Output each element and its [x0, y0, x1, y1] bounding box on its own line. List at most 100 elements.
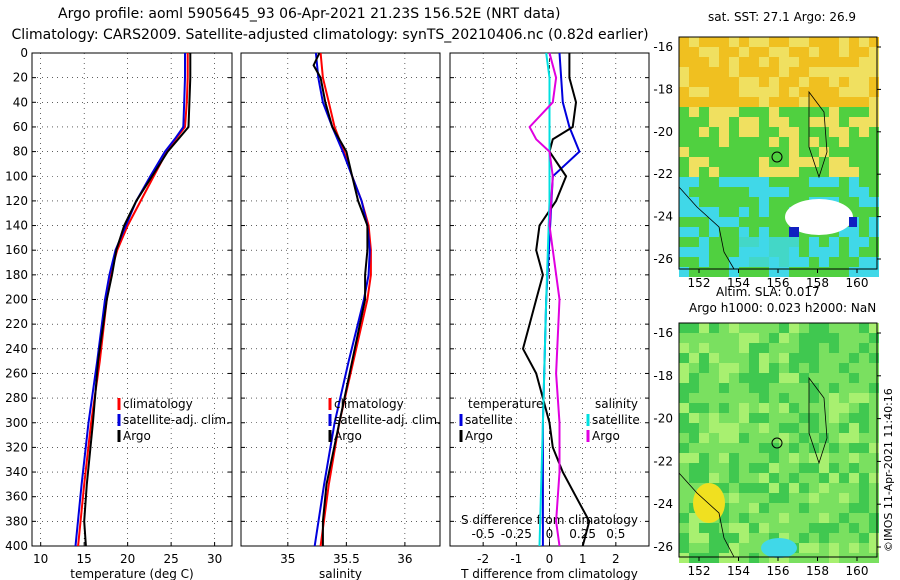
- sla-map: [678, 322, 881, 563]
- sst-map-cell: [859, 47, 869, 57]
- sst-map-cell: [729, 167, 739, 177]
- sla-map-cell: [789, 513, 799, 523]
- sla-map-cell: [699, 433, 709, 443]
- sla-map-cell: [809, 323, 819, 333]
- sla-map-cell: [809, 363, 819, 373]
- sst-map-cell: [749, 97, 759, 107]
- sst-map-cell: [779, 87, 789, 97]
- sst-map-cell: [799, 247, 809, 257]
- depth-tick-label: 380: [5, 514, 28, 528]
- sla-map-cell: [769, 423, 779, 433]
- sst-map-cell: [869, 47, 879, 57]
- sla-map-cell: [799, 543, 809, 553]
- sla-lat-tick-label: -18: [653, 369, 673, 383]
- temperature-x-tick-label: 25: [163, 552, 178, 566]
- sla-map-cell: [749, 513, 759, 523]
- sst-lon-tick-label: 160: [846, 276, 869, 290]
- sst-map-cell: [739, 187, 749, 197]
- sla-map-cell: [749, 413, 759, 423]
- sla-map-cell: [759, 363, 769, 373]
- sla-map-cell: [779, 323, 789, 333]
- sla-map-cell: [759, 503, 769, 513]
- sst-map-cell: [729, 187, 739, 197]
- sla-map-cell: [729, 383, 739, 393]
- sla-map-cell: [739, 403, 749, 413]
- sla-map-cell: [839, 343, 849, 353]
- salinity-series-argo: [312, 52, 369, 546]
- sst-map-cell: [769, 227, 779, 237]
- temperature-legend-label: satellite-adj. clim.: [123, 413, 230, 427]
- sst-map-cell: [719, 107, 729, 117]
- sla-map-cell: [839, 513, 849, 523]
- sst-map-cell: [869, 117, 879, 127]
- sst-map-cell: [679, 147, 689, 157]
- sst-map-cell: [859, 87, 869, 97]
- sst-map-cell: [869, 257, 879, 267]
- sla-map-cell: [799, 363, 809, 373]
- sla-map-cell: [719, 323, 729, 333]
- sla-map-cell: [809, 353, 819, 363]
- sst-map-cell: [709, 57, 719, 67]
- sla-map-cell: [849, 333, 859, 343]
- sst-map-cell: [679, 157, 689, 167]
- sla-map-cell: [739, 423, 749, 433]
- sla-map-cell: [839, 463, 849, 473]
- sla-map-cell: [809, 403, 819, 413]
- sst-map-cell: [759, 207, 769, 217]
- sst-map-cell: [859, 77, 869, 87]
- sla-map-cell: [739, 463, 749, 473]
- sst-map-cell: [709, 147, 719, 157]
- sst-map-cell: [729, 227, 739, 237]
- sst-map-cell: [709, 87, 719, 97]
- sst-map-cell: [789, 177, 799, 187]
- sst-map-cell: [809, 67, 819, 77]
- sst-map-cell: [699, 257, 709, 267]
- sla-map-cell: [839, 383, 849, 393]
- sla-map-cell: [699, 343, 709, 353]
- sla-map-cell: [779, 403, 789, 413]
- sst-map-cell: [729, 57, 739, 67]
- sst-map-cell: [849, 227, 859, 237]
- sst-map-cell: [719, 117, 729, 127]
- depth-tick-label: 160: [5, 243, 28, 257]
- sla-map-cell: [729, 473, 739, 483]
- sla-map-cell: [749, 383, 759, 393]
- sla-map-cell: [719, 393, 729, 403]
- sla-map-cell: [849, 433, 859, 443]
- sla-map-cell: [859, 523, 869, 533]
- sla-map-cell: [829, 453, 839, 463]
- sla-map-cell: [839, 393, 849, 403]
- depth-tick-label: 300: [5, 416, 28, 430]
- temperature-x-tick-label: 20: [120, 552, 135, 566]
- sst-map-cell: [839, 37, 849, 47]
- sla-map-cell: [809, 533, 819, 543]
- sst-map-cell: [699, 47, 709, 57]
- sst-map-cell: [809, 127, 819, 137]
- sst-map-cell: [779, 207, 789, 217]
- sla-map-cell: [819, 423, 829, 433]
- sst-map-cell: [779, 107, 789, 117]
- sla-map-cell: [869, 383, 879, 393]
- sla-map-cell: [869, 523, 879, 533]
- sst-coastline: [678, 186, 735, 270]
- depth-tick-label: 0: [20, 46, 28, 60]
- sla-map-cell: [689, 383, 699, 393]
- sst-map-cell: [759, 47, 769, 57]
- sst-map-cell: [739, 167, 749, 177]
- sst-map-cell: [679, 87, 689, 97]
- sst-map-cell: [719, 77, 729, 87]
- sst-map-cell: [779, 127, 789, 137]
- sst-map-cell: [709, 197, 719, 207]
- sla-map-cell: [779, 503, 789, 513]
- depth-tick-label: 220: [5, 317, 28, 331]
- sst-map-title: sat. SST: 27.1 Argo: 26.9: [708, 10, 857, 24]
- sst-map-cell: [839, 157, 849, 167]
- sla-map-cell: [769, 353, 779, 363]
- sst-map-cell: [859, 127, 869, 137]
- sla-map-cell: [699, 373, 709, 383]
- sla-map-cell: [859, 423, 869, 433]
- sla-map-cell: [869, 323, 879, 333]
- sst-map-cell: [709, 207, 719, 217]
- sst-map-cell: [869, 217, 879, 227]
- sla-map-cell: [739, 473, 749, 483]
